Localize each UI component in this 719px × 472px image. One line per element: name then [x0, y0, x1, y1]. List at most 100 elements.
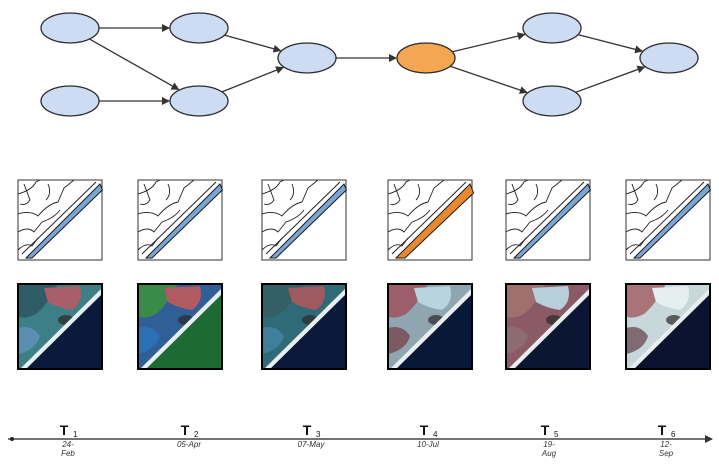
urban-patch — [288, 286, 325, 310]
timeline-point-3: T 307-May — [298, 422, 326, 449]
timeline-point-5: T 519-Aug — [541, 422, 559, 458]
coastline-edge — [509, 181, 585, 255]
water-patch — [626, 327, 648, 354]
time-step-index: 3 — [316, 430, 321, 439]
graph-node-n4 — [169, 85, 229, 117]
region-boundary — [625, 179, 683, 217]
graph-edge-n8-n9 — [575, 65, 646, 93]
image-frame — [137, 283, 223, 370]
urban-patch — [532, 286, 569, 310]
timeline-point-2: T 205-Apr — [177, 422, 201, 449]
graph-node-n8 — [522, 85, 582, 117]
graph-node-n7 — [522, 12, 582, 44]
segmentation-frame — [387, 179, 473, 261]
region-boundary — [387, 179, 411, 195]
water-patch — [388, 327, 410, 354]
satellite-image-img-t2 — [137, 283, 223, 370]
region-boundary — [17, 179, 41, 195]
time-step-index: 2 — [194, 430, 199, 439]
water-patch — [506, 327, 528, 354]
beach-strip — [20, 288, 102, 369]
timeline-point-4: T 410-Jul — [417, 422, 439, 449]
region-boundary — [17, 179, 75, 217]
date-label: 07-May — [298, 440, 326, 449]
region-boundary — [139, 183, 151, 205]
region-boundary — [507, 183, 519, 205]
graph-node-n2 — [40, 85, 100, 117]
coastline-edge — [141, 181, 217, 255]
beach-strip — [390, 288, 472, 369]
region-boundary — [17, 209, 61, 233]
time-step-label: T — [420, 422, 429, 438]
region-boundary — [261, 179, 319, 217]
time-step-label: T — [541, 422, 550, 438]
beach-strip — [508, 288, 590, 369]
timeline-point-6: T 612-Sep — [658, 422, 676, 458]
segmentation-frame — [261, 179, 347, 261]
region-boundary — [137, 237, 159, 251]
image-frame — [17, 283, 103, 370]
urban-patch — [164, 286, 201, 310]
image-frame — [505, 283, 591, 370]
image-frame — [261, 283, 347, 370]
segmentation-frame — [17, 179, 103, 261]
segmentation-maps — [17, 179, 711, 261]
graph-edge-n4-n5 — [221, 66, 285, 93]
coastline-edge — [629, 181, 705, 255]
urban-patch — [652, 286, 689, 310]
region-boundary — [261, 179, 285, 195]
region-boundary — [19, 183, 31, 205]
graph-node-n3 — [169, 12, 229, 44]
date-label: 10-Jul — [417, 440, 439, 449]
region-boundary — [45, 183, 51, 201]
beach-strip — [264, 288, 346, 369]
time-step-label: T — [658, 422, 667, 438]
region-boundary — [17, 237, 39, 251]
region-boundary — [415, 183, 421, 201]
satellite-image-img-t3 — [261, 283, 347, 370]
image-frame — [625, 283, 711, 370]
beach-strip — [628, 288, 710, 369]
region-boundary — [263, 183, 275, 205]
region-boundary — [625, 237, 647, 251]
time-step-index: 1 — [73, 430, 78, 439]
graph-edge-n1-n4 — [89, 38, 180, 91]
segmentation-frame — [625, 179, 711, 261]
segmentation-map-seg-t3 — [261, 179, 347, 261]
date-label-line2: Sep — [659, 449, 674, 458]
graph-node-n6-highlighted — [396, 42, 456, 74]
timeline-start-dot — [10, 437, 14, 441]
time-step-index: 4 — [433, 430, 438, 439]
time-step-index: 6 — [671, 430, 676, 439]
segmentation-frame — [505, 179, 591, 261]
coastline-edge — [265, 181, 341, 255]
region-boundary — [533, 183, 539, 201]
graph-edges — [89, 24, 646, 105]
graph-edge-n7-n9 — [577, 34, 644, 54]
date-label: 05-Apr — [177, 440, 201, 449]
segmentation-map-seg-t2 — [137, 179, 223, 261]
region-boundary — [625, 179, 649, 195]
region-boundary — [387, 179, 445, 217]
region-boundary — [505, 209, 549, 233]
region-boundary — [261, 237, 283, 251]
graph-edge-n3-n5 — [224, 34, 282, 53]
region-boundary — [505, 237, 527, 251]
time-step-index: 5 — [554, 430, 559, 439]
segmentation-map-seg-t1 — [17, 179, 103, 261]
region-boundary — [389, 183, 401, 205]
region-boundary — [289, 183, 295, 201]
graph-node-n9 — [639, 42, 699, 74]
water-patch — [262, 327, 284, 354]
satellite-images — [17, 283, 711, 370]
image-frame — [387, 283, 473, 370]
segmentation-map-seg-t6 — [625, 179, 711, 261]
satellite-image-img-t4 — [387, 283, 473, 370]
urban-patch — [44, 286, 81, 310]
region-boundary — [387, 237, 409, 251]
date-label: 19- — [543, 440, 555, 449]
satellite-image-img-t1 — [17, 283, 103, 370]
region-boundary — [653, 183, 659, 201]
segmentation-map-seg-t5 — [505, 179, 591, 261]
